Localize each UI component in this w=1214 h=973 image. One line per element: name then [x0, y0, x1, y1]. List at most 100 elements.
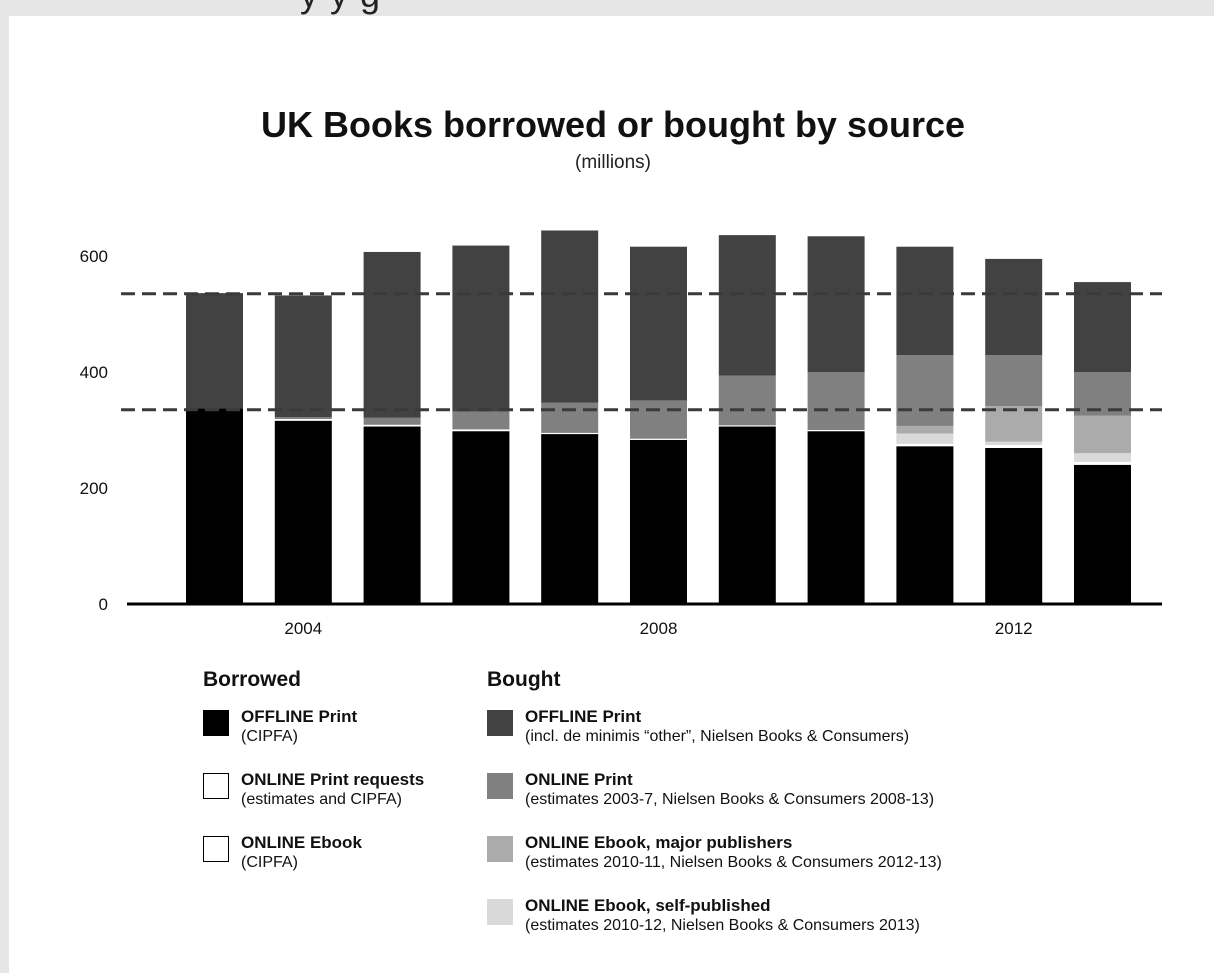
bar-2007-bought-online-print	[541, 402, 599, 433]
bar-2013-bought-online-ebook-major-publishers	[1074, 415, 1131, 454]
legend-title: OFFLINE Print	[525, 707, 642, 726]
bar-2012-borrowed-online-ebook	[985, 445, 1043, 447]
chart-subtitle: (millions)	[575, 152, 651, 173]
bar-2013-borrowed-online-ebook	[1074, 461, 1131, 464]
legend-title: ONLINE Ebook, self-published	[525, 896, 771, 915]
swatch-bought-online-print	[487, 773, 513, 799]
bar-2003-bought-offline-print	[186, 293, 243, 409]
bar-2003-borrowed-offline-print	[186, 408, 243, 604]
swatch-bought-offline-print	[487, 710, 513, 736]
bar-2010-bought-online-print	[807, 372, 865, 430]
bar-2011-bought-offline-print	[896, 246, 954, 356]
bar-2010-bought-offline-print	[807, 236, 865, 372]
bar-2007-bought-offline-print	[541, 230, 599, 403]
bar-2008-bought-offline-print	[630, 246, 687, 401]
bar-2011-bought-online-ebook-major-publishers	[896, 425, 954, 434]
bar-2013-borrowed-offline-print	[1074, 464, 1131, 604]
reference-lines	[121, 292, 1162, 412]
left-border-strip	[0, 16, 9, 973]
legend-bought: Bought OFFLINE Print (incl. de minimis “…	[487, 668, 942, 958]
bar-2011-borrowed-offline-print	[896, 446, 954, 604]
legend-item-borrowed-offline-print: OFFLINE Print (CIPFA)	[203, 706, 424, 769]
bar-2009-bought-offline-print	[718, 235, 776, 376]
bar-2012-bought-offline-print	[985, 258, 1043, 356]
x-tick-label: 2012	[995, 619, 1033, 638]
bars-layer	[186, 230, 1131, 604]
bar-2007-borrowed-offline-print	[541, 434, 599, 604]
cropped-header-text: y y g	[300, 0, 381, 16]
bar-2011-bought-online-print	[896, 355, 954, 426]
legend-borrowed: Borrowed OFFLINE Print (CIPFA) ONLINE Pr…	[203, 668, 424, 895]
x-tick-label: 2004	[284, 619, 322, 638]
legend-item-borrowed-online-print-requests: ONLINE Print requests (estimates and CIP…	[203, 769, 424, 832]
bar-2009-borrowed-online-print-requests	[718, 425, 776, 427]
bar-2012-borrowed-online-print-requests	[985, 446, 1043, 448]
bar-2010-borrowed-online-print-requests	[807, 430, 865, 432]
bar-2013-bought-offline-print	[1074, 282, 1131, 372]
bar-2004-bought-online-print	[274, 417, 332, 419]
swatch-borrowed-offline-print	[203, 710, 229, 736]
bar-2007-borrowed-online-print-requests	[541, 432, 599, 435]
bar-2013-bought-online-print	[1074, 372, 1131, 416]
bar-2013-borrowed-online-print-requests	[1074, 463, 1131, 465]
bar-2013-bought-online-ebook-self-published	[1074, 453, 1131, 462]
bar-2012-bought-online-ebook-self-published	[985, 441, 1043, 446]
bar-2010-borrowed-offline-print	[807, 431, 865, 604]
x-tick-label: 2008	[640, 619, 678, 638]
swatch-borrowed-online-ebook	[203, 836, 229, 862]
legend-title: ONLINE Print requests	[241, 770, 425, 789]
swatch-borrowed-online-print-requests	[203, 773, 229, 799]
chart-title: UK Books borrowed or bought by source	[261, 104, 965, 145]
legend-title: ONLINE Print	[525, 770, 633, 789]
legend-bought-heading: Bought	[487, 668, 561, 691]
bar-2012-borrowed-offline-print	[985, 447, 1043, 604]
bar-2006-bought-online-print	[452, 411, 510, 430]
y-tick-label: 400	[80, 363, 108, 382]
bar-2005-borrowed-offline-print	[363, 426, 421, 604]
y-tick-label: 200	[80, 479, 108, 498]
y-tick-label: 600	[80, 247, 108, 266]
bar-2004-borrowed-offline-print	[274, 420, 332, 604]
bar-2005-bought-offline-print	[363, 251, 421, 418]
bar-2008-borrowed-offline-print	[630, 439, 687, 604]
bar-2011-borrowed-online-ebook	[896, 443, 954, 446]
bar-2006-borrowed-online-print-requests	[452, 429, 510, 432]
legend-subtitle: (CIPFA)	[241, 728, 298, 745]
bar-2009-borrowed-offline-print	[718, 426, 776, 604]
legend-title: OFFLINE Print	[241, 707, 358, 726]
legend-subtitle: (estimates 2010-11, Nielsen Books & Cons…	[525, 854, 942, 871]
legend-item-bought-online-print: ONLINE Print (estimates 2003-7, Nielsen …	[487, 769, 942, 832]
legend-title: ONLINE Ebook	[241, 833, 362, 852]
bar-2005-bought-online-print	[363, 417, 421, 425]
bar-2011-borrowed-online-print-requests	[896, 445, 954, 447]
bar-2004-bought-offline-print	[274, 295, 332, 418]
bar-2008-bought-online-print	[630, 400, 687, 439]
bar-2006-bought-offline-print	[452, 245, 510, 412]
y-tick-label: 0	[99, 595, 108, 614]
x-tick-labels: 2004 2008 2012	[284, 619, 1032, 638]
legend-title: ONLINE Ebook, major publishers	[525, 833, 793, 852]
chart: UK Books borrowed or bought by source (m…	[80, 104, 1162, 638]
bar-2009-bought-online-print	[718, 375, 776, 426]
legend-item-bought-offline-print: OFFLINE Print (incl. de minimis “other”,…	[487, 706, 942, 769]
bar-2005-borrowed-online-print-requests	[363, 424, 421, 427]
legend-item-bought-online-ebook-self: ONLINE Ebook, self-published (estimates …	[487, 895, 942, 958]
y-tick-labels: 0 200 400 600	[80, 247, 108, 614]
swatch-bought-online-ebook-self	[487, 899, 513, 925]
legend-item-bought-online-ebook-major: ONLINE Ebook, major publishers (estimate…	[487, 832, 942, 895]
swatch-bought-online-ebook-major	[487, 836, 513, 862]
legend-item-borrowed-online-ebook: ONLINE Ebook (CIPFA)	[203, 832, 424, 895]
bar-2012-bought-online-print	[985, 355, 1043, 407]
legend-subtitle: (CIPFA)	[241, 854, 298, 871]
bar-2004-borrowed-online-print-requests	[274, 418, 332, 421]
bar-2012-bought-online-ebook-major-publishers	[985, 406, 1043, 442]
legend-subtitle: (estimates 2003-7, Nielsen Books & Consu…	[525, 791, 935, 808]
bar-2006-borrowed-offline-print	[452, 431, 510, 604]
legend-subtitle: (estimates and CIPFA)	[241, 791, 402, 808]
top-border-strip	[0, 0, 1214, 16]
legend-subtitle: (estimates 2010-12, Nielsen Books & Cons…	[525, 917, 920, 934]
bar-2008-borrowed-online-print-requests	[630, 438, 687, 440]
legend-subtitle: (incl. de minimis “other”, Nielsen Books…	[525, 728, 910, 745]
legend-borrowed-heading: Borrowed	[203, 668, 302, 691]
bar-2011-bought-online-ebook-self-published	[896, 433, 954, 444]
